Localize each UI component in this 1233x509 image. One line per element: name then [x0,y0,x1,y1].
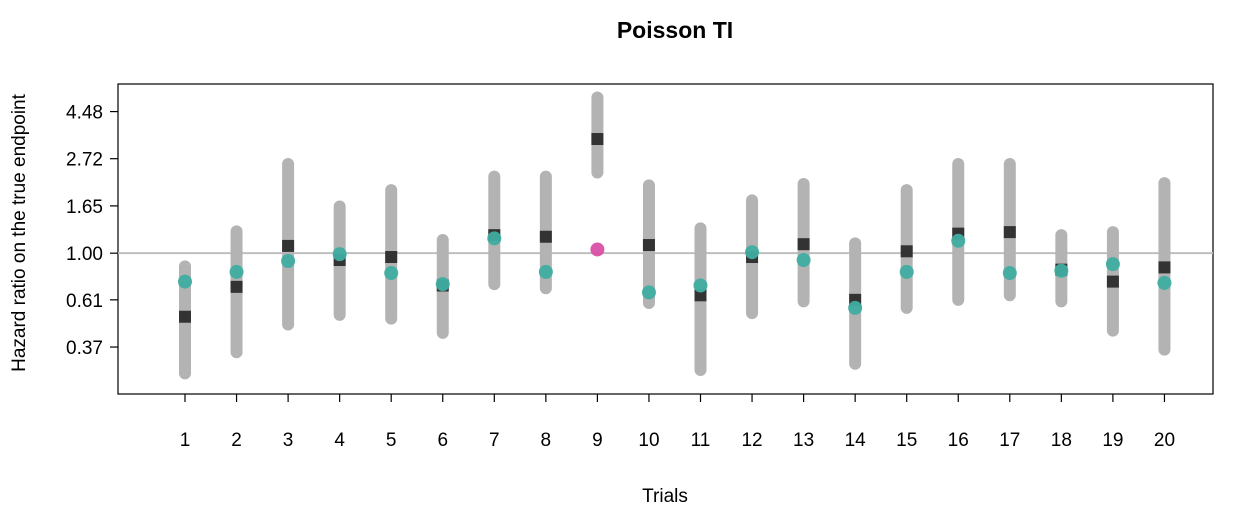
estimate-marker [1158,261,1171,274]
predicted-point [641,285,656,300]
y-tick-label: 2.72 [66,150,103,171]
x-tick-label: 3 [283,430,294,451]
x-tick-label: 6 [437,430,448,451]
y-tick-label: 1.65 [66,197,103,218]
predicted-point [178,274,192,289]
y-tick-label: 0.61 [66,291,103,312]
predicted-point [1002,266,1017,281]
x-tick-label: 18 [1051,430,1072,451]
y-axis-label: Hazard ratio on the true endpoint [9,93,30,372]
x-tick-label: 14 [845,430,867,451]
x-tick-label: 2 [231,430,242,451]
x-tick-label: 5 [386,430,397,451]
predicted-point [1157,275,1172,290]
estimate-marker [1106,275,1119,288]
predicted-point [693,278,708,293]
estimate-marker [1003,226,1016,239]
x-tick-label: 4 [334,430,345,451]
x-tick-label: 20 [1154,430,1175,451]
y-tick-label: 0.37 [66,338,103,359]
chart-title: Poisson TI [617,17,733,43]
estimate-marker [591,133,604,146]
x-tick-label: 17 [999,430,1020,451]
estimate-marker [230,280,243,293]
predicted-point [281,254,296,269]
x-tick-label: 16 [948,430,969,451]
x-tick-label: 12 [741,430,762,451]
predicted-point [332,247,347,262]
estimate-marker [900,245,913,258]
y-axis: 0.37 0.61 1.00 1.65 2.72 4.48 [66,103,118,359]
predicted-point [899,264,914,279]
x-axis-label: Trials [642,486,688,507]
x-tick-label: 8 [541,430,552,451]
predicted-point [384,266,399,281]
y-tick-label: 4.48 [66,103,103,124]
predicted-point [1054,263,1069,278]
predicted-point [538,264,553,279]
estimate-marker [797,238,810,251]
interval-group [179,91,1171,380]
x-tick-label: 1 [180,430,191,451]
x-tick-label: 11 [691,430,711,451]
point-group [178,133,1172,323]
estimate-marker [282,239,295,252]
estimate-marker [179,310,191,323]
x-tick-label: 13 [793,430,814,451]
predicted-point [1105,257,1120,272]
x-tick-label: 7 [489,430,500,451]
predicted-point [435,277,450,292]
x-tick-label: 19 [1102,430,1123,451]
y-tick-label: 1.00 [66,244,103,265]
highlight-point [590,242,605,257]
estimate-marker [694,289,707,302]
x-tick-label: 10 [638,430,659,451]
plot-frame [117,83,1214,395]
predicted-point [487,231,502,246]
predicted-point [796,253,811,268]
x-tick-label: 9 [592,430,603,451]
estimate-marker [539,230,552,243]
x-axis: 1 2 3 4 5 6 7 8 9 10 11 12 13 14 15 16 17 18 19 20 [180,394,1175,451]
estimate-marker [385,251,398,264]
predicted-point [848,300,863,315]
estimate-marker [642,239,655,252]
x-tick-label: 15 [896,430,917,451]
predicted-point [951,233,966,248]
predicted-point [745,245,760,260]
predicted-point [229,264,244,279]
